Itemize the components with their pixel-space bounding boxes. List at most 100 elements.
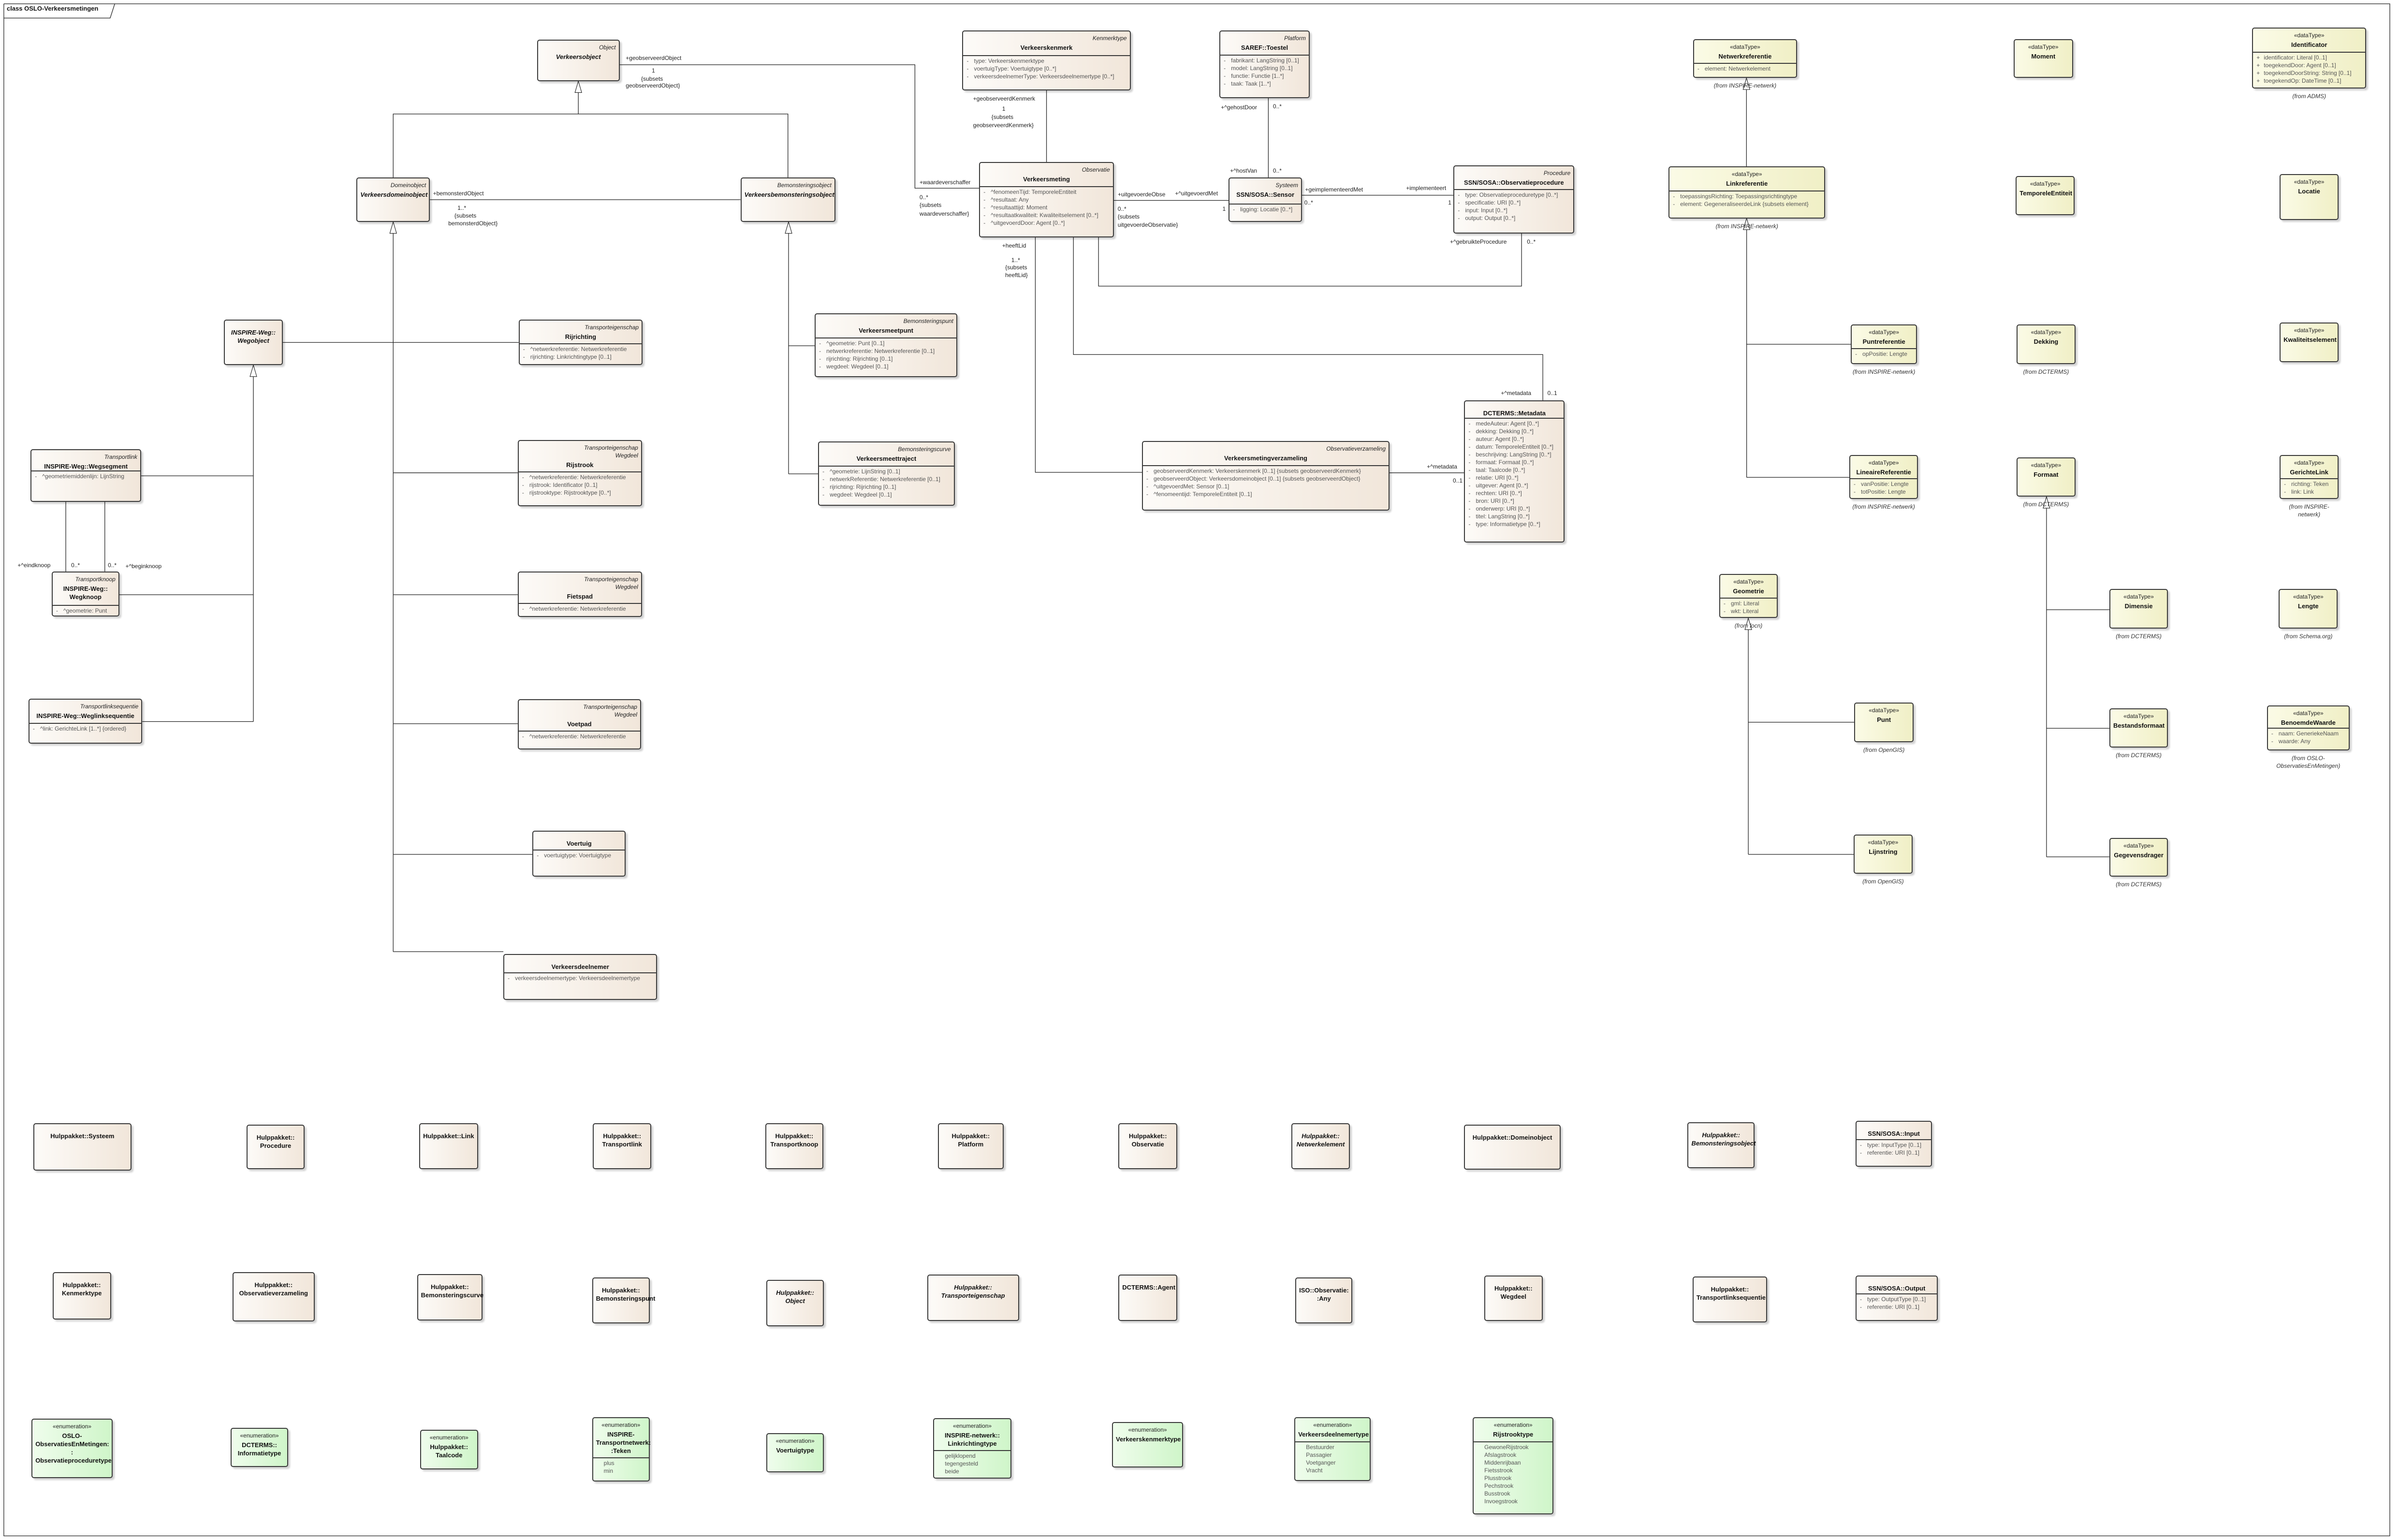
- class-header: INSPIRE-Weg:: Wegobject: [225, 321, 282, 345]
- compartment-divider: [1454, 189, 1574, 191]
- uml-class-ssn-sosa-output[interactable]: SSN/SOSA::Output - type: OutputType [0..1]…: [1855, 1276, 1938, 1321]
- uml-class-saref-toestel[interactable]: Platform SAREF::Toestel - fabrikant: LangSt…: [1219, 30, 1310, 98]
- uml-class-verkeersmeettraject[interactable]: Bemonsteringscurve Verkeersmeettraject - ^g…: [818, 441, 955, 506]
- uml-enumeration-oslo-observatiesenmetingen-observatieproceduretype[interactable]: «enumeration» OSLO- ObservatiesEnMetingen…: [31, 1419, 113, 1478]
- attribute-row: - ^netwerkreferentie: Netwerkreferentie: [519, 733, 640, 740]
- uml-class-hulppakket-domeinobject[interactable]: Hulppakket::Domeinobject: [1464, 1124, 1561, 1170]
- uml-datatype-moment[interactable]: «dataType» Moment: [2013, 39, 2073, 78]
- uml-class-hulppakket-procedure[interactable]: Hulppakket:: Procedure: [247, 1124, 305, 1169]
- uml-class-hulppakket-object[interactable]: Hulppakket:: Object: [766, 1280, 824, 1326]
- uml-class-ssn-sosa-sensor[interactable]: Systeem SSN/SOSA::Sensor - ligging: Locatie…: [1229, 177, 1302, 222]
- uml-enumeration-hulppakket-taalcode[interactable]: «enumeration» Hulppakket:: Taalcode: [420, 1429, 478, 1469]
- visibility-marker: -: [1673, 193, 1675, 200]
- uml-datatype-locatie[interactable]: «dataType» Locatie: [2280, 174, 2339, 220]
- uml-class-dcterms-metadata[interactable]: DCTERMS::Metadata - medeAuteur: Agent [0..…: [1464, 400, 1565, 543]
- uml-class-hulppakket-netwerkelement[interactable]: Hulppakket:: Netwerkelement: [1291, 1123, 1350, 1169]
- uml-datatype-puntreferentie[interactable]: «dataType» Puntreferentie - opPositie: Leng…: [1851, 324, 1917, 365]
- uml-class-hulppakket-bemonsteringspunt[interactable]: Hulppakket:: Bemonsteringspunt: [592, 1277, 655, 1323]
- class-stereotype: «dataType»: [2031, 328, 2062, 336]
- uml-enumeration-inspire-netwerk-linkrichtingtype[interactable]: «enumeration» INSPIRE-netwerk:: Linkricht…: [933, 1418, 1011, 1479]
- uml-datatype-temporeleentiteit[interactable]: «dataType» TemporeleEntiteit: [2016, 176, 2075, 215]
- uml-class-hulppakket-platform[interactable]: Hulppakket:: Platform: [937, 1123, 1004, 1169]
- uml-class-verkeerskenmerk[interactable]: Kenmerktype Verkeerskenmerk - type: Verkeer…: [962, 30, 1131, 90]
- attribute-text: ^resultaattijd: Moment: [991, 204, 1048, 211]
- uml-datatype-identificator[interactable]: «dataType» Identificator + identificator: L…: [2252, 27, 2367, 88]
- uml-class-verkeersmeetpunt[interactable]: Bemonsteringspunt Verkeersmeetpunt - ^geome…: [815, 313, 958, 378]
- uml-class-hulppakket-wegdeel[interactable]: Hulppakket:: Wegdeel: [1484, 1276, 1543, 1321]
- uml-class-ssn-sosa-input[interactable]: SSN/SOSA::Input - type: InputType [0..1] - r…: [1855, 1121, 1932, 1167]
- uml-class-hulppakket-observatie[interactable]: Hulppakket:: Observatie: [1118, 1123, 1178, 1169]
- uml-class-hulppakket-transportlink[interactable]: Hulppakket:: Transportlink: [593, 1123, 652, 1169]
- uml-class-inspire-weg-wegobject[interactable]: INSPIRE-Weg:: Wegobject: [224, 320, 283, 366]
- uml-class-hulppakket-transporteigenschap[interactable]: Hulppakket:: Transporteigenschap: [927, 1275, 1019, 1321]
- class-name: Lengte: [2298, 602, 2319, 610]
- uml-datatype-dimensie[interactable]: «dataType» Dimensie: [2109, 589, 2168, 629]
- uml-datatype-dekking[interactable]: «dataType» Dekking: [2016, 324, 2076, 365]
- uml-datatype-lineairereferentie[interactable]: «dataType» LineaireReferentie - vanPositie:…: [1849, 455, 1918, 499]
- uml-datatype-netwerkreferentie[interactable]: «dataType» Netwerkreferentie - element: Net…: [1693, 39, 1798, 78]
- visibility-marker: -: [1468, 467, 1471, 474]
- uml-class-verkeersdomeinobject[interactable]: Domeinobject Verkeersdomeinobject: [356, 177, 430, 222]
- uml-class-hulppakket-bemonsteringsobject[interactable]: Hulppakket:: Bemonsteringsobject: [1687, 1122, 1755, 1168]
- uml-class-hulppakket-link[interactable]: Hulppakket::Link: [419, 1123, 478, 1169]
- uml-datatype-formaat[interactable]: «dataType» Formaat: [2016, 457, 2076, 497]
- uml-datatype-punt[interactable]: «dataType» Punt: [1854, 702, 1914, 742]
- association-end-label: uitgevoerdeObservatie}: [1117, 221, 1178, 228]
- attribute-text: beschrijving: LangString [0..*]: [1476, 451, 1551, 458]
- uml-class-hulppakket-bemonsteringscurve[interactable]: Hulppakket:: Bemonsteringscurve: [417, 1274, 483, 1320]
- attribute-text: link: Link: [2291, 488, 2314, 496]
- uml-datatype-gegevensdrager[interactable]: «dataType» Gegevensdrager: [2109, 837, 2168, 877]
- uml-class-dcterms-agent[interactable]: DCTERMS::Agent: [1118, 1275, 1178, 1321]
- association-end-label: heeftLid}: [1005, 271, 1028, 279]
- uml-datatype-benoemdewaarde[interactable]: «dataType» BenoemdeWaarde - naam: Generieke…: [2267, 705, 2350, 751]
- visibility-marker: -: [1723, 608, 1726, 615]
- uml-datatype-kwaliteitselement[interactable]: «dataType» Kwaliteitselement: [2280, 323, 2339, 363]
- class-name: DCTERMS:: Informatietype: [237, 1441, 281, 1457]
- uml-class-iso-observatie-any[interactable]: ISO::Observatie: :Any: [1295, 1277, 1353, 1323]
- class-name: Hulppakket:: Transportknoop: [770, 1132, 819, 1148]
- uml-enumeration-verkeersdeelnemertype[interactable]: «enumeration» Verkeersdeelnemertype Bestuu…: [1294, 1417, 1371, 1481]
- class-name: Punt: [1877, 716, 1891, 723]
- uml-enumeration-inspire-transportnetwerk-teken[interactable]: «enumeration» INSPIRE- Transportnetwerk: …: [592, 1417, 651, 1482]
- uml-datatype-geometrie[interactable]: «dataType» Geometrie - gml: Literal - wkt: Li…: [1719, 573, 1778, 618]
- uml-class-inspire-weg-wegsegment[interactable]: Transportlink INSPIRE-Weg::Wegsegment - ^ge…: [30, 449, 142, 502]
- uml-class-hulppakket-kenmerktype[interactable]: Hulppakket:: Kenmerktype: [52, 1272, 111, 1320]
- uml-class-inspire-weg-weglinksequentie[interactable]: Transportlinksequentie INSPIRE-Weg::Wegli…: [28, 698, 143, 744]
- uml-datatype-lengte[interactable]: «dataType» Lengte: [2279, 589, 2338, 629]
- class-stereotype: «enumeration»: [240, 1432, 279, 1439]
- class-name: Netwerkreferentie: [1718, 53, 1772, 60]
- uml-class-voertuig[interactable]: Voertuig - voertuigtype: Voertuigtype: [532, 831, 626, 877]
- attribute-row: min: [593, 1467, 649, 1475]
- uml-enumeration-verkeerskenmerktype[interactable]: «enumeration» Verkeerskenmerktype: [1112, 1422, 1184, 1467]
- uml-datatype-gerichtelink[interactable]: «dataType» GerichteLink - richting: Teken - l…: [2280, 455, 2339, 499]
- uml-class-rijstrook[interactable]: Transporteigenschap Wegdeel Rijstrook - ^net…: [517, 440, 642, 507]
- uml-datatype-linkreferentie[interactable]: «dataType» Linkreferentie - toepassingsRich…: [1668, 166, 1826, 219]
- uml-class-hulppakket-transportlinksequentie[interactable]: Hulppakket:: Transportlinksequentie: [1692, 1276, 1768, 1323]
- class-header: Hulppakket:: Transportknoop: [766, 1124, 822, 1148]
- attribute-row: - rijrichting: Rijrichting [0..1]: [819, 483, 954, 491]
- class-header: «dataType» Bestandsformaat: [2110, 709, 2167, 730]
- uml-enumeration-voertuigtype[interactable]: «enumeration» Voertuigtype: [766, 1433, 824, 1473]
- uml-class-fietspad[interactable]: Transporteigenschap Wegdeel Fietspad - ^netw…: [517, 571, 642, 617]
- uml-datatype-bestandsformaat[interactable]: «dataType» Bestandsformaat: [2109, 708, 2168, 748]
- uml-class-rijrichting[interactable]: Transporteigenschap Rijrichting - ^netwerkr…: [518, 320, 643, 366]
- attribute-text: GewoneRijstrook: [1484, 1444, 1529, 1451]
- visibility-marker: -: [1224, 57, 1226, 64]
- uml-class-hulppakket-transportknoop[interactable]: Hulppakket:: Transportknoop: [765, 1123, 823, 1169]
- uml-class-verkeersdeelnemer[interactable]: Verkeersdeelnemer - verkeersdeelnemertype:…: [503, 954, 658, 1000]
- uml-class-voetpad[interactable]: Transporteigenschap Wegdeel Voetpad - ^netwe…: [517, 699, 641, 749]
- uml-class-inspire-weg-wegknoop[interactable]: Transportknoop INSPIRE-Weg:: Wegknoop - ^ge…: [51, 571, 119, 617]
- attribute-row: - wegdeel: Wegdeel [0..1]: [816, 363, 956, 370]
- uml-datatype-lijnstring[interactable]: «dataType» Lijnstring: [1854, 835, 1913, 874]
- attribute-row: - ^netwerkreferentie: Netwerkreferentie: [520, 345, 642, 353]
- uml-enumeration-rijstrooktype[interactable]: «enumeration» Rijstrooktype GewoneRijstroo…: [1473, 1417, 1554, 1514]
- class-header: Hulppakket:: Netwerkelement: [1292, 1124, 1349, 1148]
- uml-enumeration-dcterms-informatietype[interactable]: «enumeration»DCTERMS:: Informatietype: [230, 1427, 289, 1467]
- uml-class-verkeersbemonsteringsobject[interactable]: Bemonsteringsobject Verkeersbemonsterings…: [740, 177, 835, 222]
- uml-class-hulppakket-observatieverzameling[interactable]: Hulppakket:: Observatieverzameling: [233, 1272, 315, 1322]
- uml-class-verkeersmeting[interactable]: Observatie Verkeersmeting - ^fenomeenTijd: …: [979, 162, 1114, 237]
- uml-class-verkeersobject[interactable]: Object Verkeersobject: [537, 40, 620, 81]
- uml-class-hulppakket-systeem[interactable]: Hulppakket::Systeem: [33, 1123, 132, 1171]
- uml-class-ssn-sosa-observatieprocedure[interactable]: Procedure SSN/SOSA::Observatieprocedure - t…: [1453, 165, 1575, 234]
- uml-class-verkeersmetingverzameling[interactable]: Observatieverzameling Verkeersmetingverza…: [1142, 441, 1390, 511]
